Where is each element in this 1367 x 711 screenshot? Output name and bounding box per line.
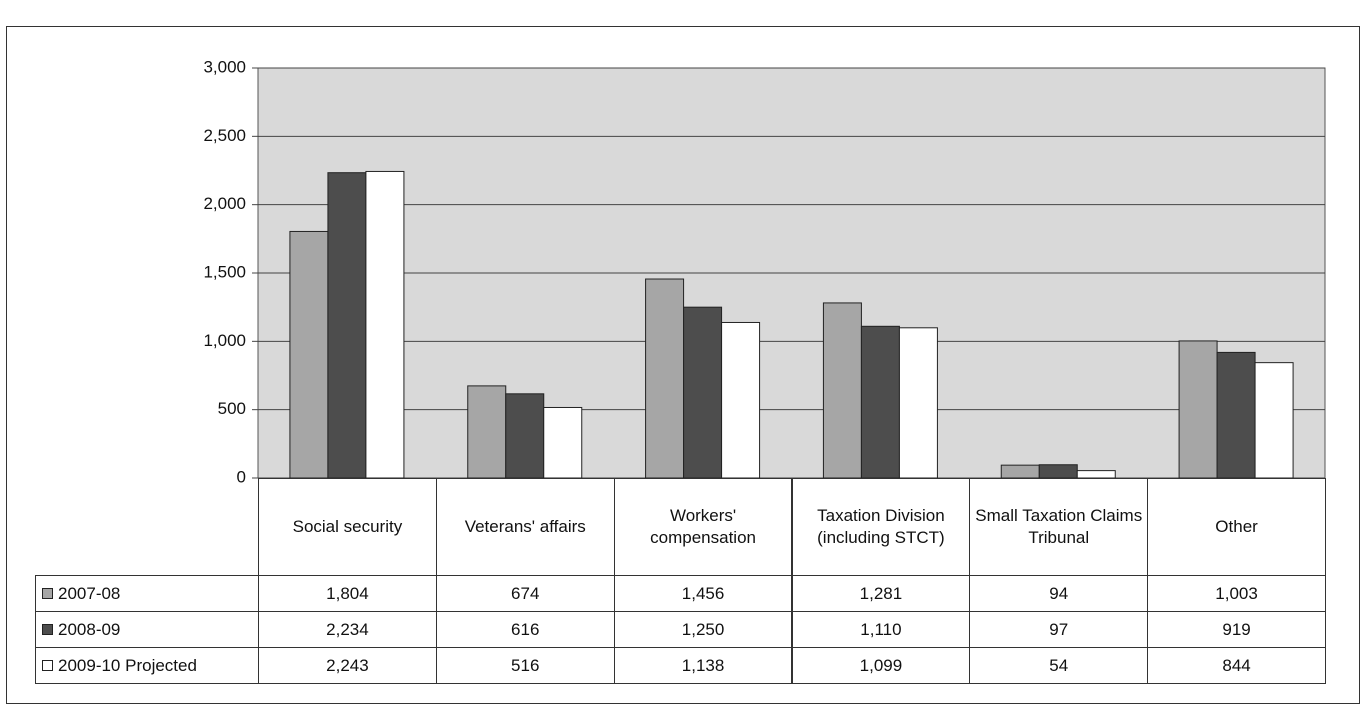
category-label: Taxation Division (including STCT) [791,478,971,576]
data-label: 919 [1147,611,1326,648]
data-label: 1,138 [613,647,793,684]
data-label: 674 [435,575,615,612]
legend-swatch [42,660,53,671]
bar [1254,362,1294,479]
legend-entry: 2009-10 Projected [35,647,259,684]
category-label: Social security [258,478,437,576]
data-label: 1,250 [613,611,793,648]
bar [683,306,723,479]
bar [822,302,862,479]
data-label: 1,110 [791,611,971,648]
bar [860,325,900,479]
legend-swatch [42,624,53,635]
legend-swatch [42,588,53,599]
y-tick-label: 1,000 [203,331,246,350]
bar [1216,351,1256,479]
bar [467,385,507,479]
y-tick-label: 500 [218,399,246,418]
data-label: 1,804 [258,575,437,612]
category-label: Workers' compensation [613,478,793,576]
data-label: 844 [1147,647,1326,684]
category-label: Veterans' affairs [435,478,615,576]
bar [645,278,685,479]
y-tick-label: 3,000 [203,57,246,76]
bar [1000,464,1040,479]
bar [1178,340,1218,479]
legend-label: 2008-09 [58,619,121,639]
bar [898,327,938,479]
bar [543,406,583,479]
bar [1038,464,1078,479]
legend-entry: 2008-09 [35,611,259,648]
data-label: 1,281 [791,575,971,612]
data-label: 2,234 [258,611,437,648]
y-tick-label: 0 [237,467,246,486]
bar [721,321,761,479]
data-label: 1,099 [791,647,971,684]
data-label: 97 [969,611,1149,648]
data-label: 516 [435,647,615,684]
legend-entry: 2007-08 [35,575,259,612]
bar [327,172,367,479]
category-label: Small Taxation Claims Tribunal [969,478,1149,576]
chart-frame [6,26,1360,704]
data-label: 616 [435,611,615,648]
data-label: 54 [969,647,1149,684]
y-tick-label: 2,500 [203,126,246,145]
legend-label: 2009-10 Projected [58,655,197,675]
bar [1076,470,1116,479]
y-tick-label: 1,500 [203,262,246,281]
legend-label: 2007-08 [58,583,121,603]
data-label: 94 [969,575,1149,612]
bar [505,393,545,479]
bar [365,170,405,479]
y-tick-label: 2,000 [203,194,246,213]
data-label: 2,243 [258,647,437,684]
data-label: 1,003 [1147,575,1326,612]
data-label: 1,456 [613,575,793,612]
category-label: Other [1147,478,1326,576]
bar [289,230,329,479]
